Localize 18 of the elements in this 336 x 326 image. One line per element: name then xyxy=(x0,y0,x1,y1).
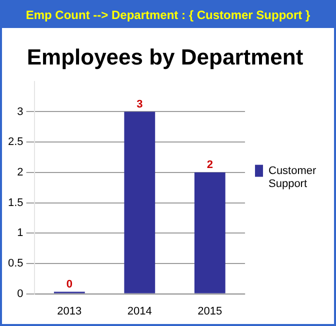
x-tick-label: 2014 xyxy=(127,305,152,318)
y-tick-label: 1.5 xyxy=(8,196,24,209)
y-tick-label: 0.5 xyxy=(8,257,24,270)
y-tick-label: 0 xyxy=(17,288,24,300)
chart-title: Employees by Department xyxy=(26,44,304,70)
data-label: 0 xyxy=(66,278,72,290)
y-tick-label: 1 xyxy=(17,227,24,240)
bar xyxy=(194,172,226,294)
x-tick-label: 2013 xyxy=(57,305,82,318)
data-label: 3 xyxy=(136,98,143,110)
legend-label: Customer Support xyxy=(268,164,317,190)
x-tick-label: 2015 xyxy=(198,305,222,318)
y-tick-label: 3 xyxy=(17,106,24,118)
y-tick-label: 2.5 xyxy=(8,136,24,148)
bar xyxy=(124,112,156,294)
chart-subtitle: Emp Count --> Department : { Customer Support } xyxy=(2,2,334,28)
y-tick-label: 2 xyxy=(17,166,24,178)
data-label: 2 xyxy=(206,158,213,171)
